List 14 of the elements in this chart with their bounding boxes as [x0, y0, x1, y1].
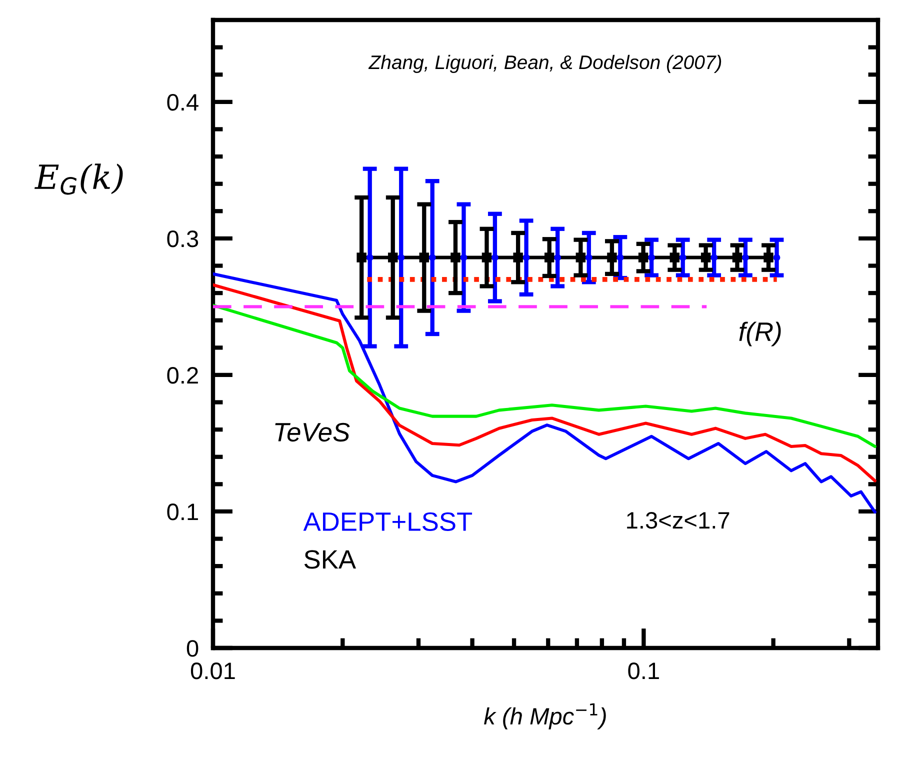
annotation: TeVeS — [275, 422, 350, 442]
y-tick-label: 0.3 — [167, 230, 198, 248]
y-tick-label: 0.1 — [167, 504, 198, 520]
y-tick-label: 0.4 — [167, 94, 198, 111]
text: ADEPT+LSST — [303, 512, 472, 531]
x-tick-label: 0.01 — [190, 662, 235, 680]
x-axis-title: k (h Mpc$^{−1}$) — [484, 703, 606, 730]
annotation: 1.3<z<1.7 — [627, 512, 730, 529]
y-tick-label: 0 — [186, 640, 198, 657]
annotation: Zhang, Liguori, Bean, & Dodelson (2007) — [368, 54, 722, 74]
annotation: f(R) — [739, 322, 781, 346]
text: SKA — [304, 550, 356, 569]
y-tick-label: 0.2 — [167, 367, 198, 384]
y-axis-title: E$_{G}$(k) — [34, 164, 123, 195]
